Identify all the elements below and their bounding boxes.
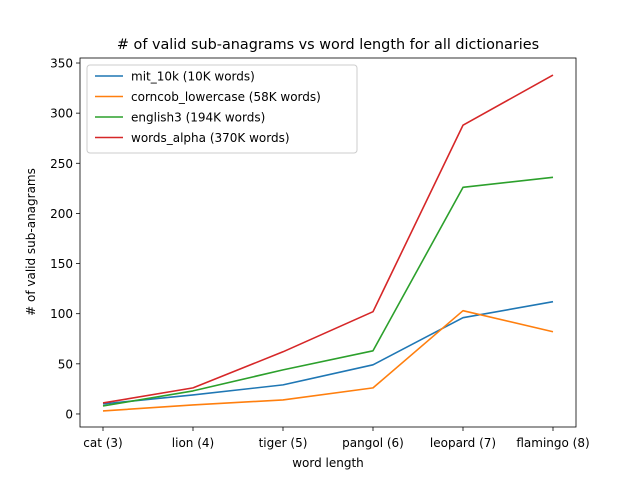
chart-title: # of valid sub-anagrams vs word length f…	[117, 37, 539, 53]
series-line-2	[102, 176, 554, 407]
y-tick-label: 250	[50, 157, 73, 171]
x-tick-label: pangol (6)	[342, 436, 404, 450]
y-tick-label: 0	[65, 407, 73, 421]
legend: mit_10k (10K words) corncob_lowercase (58…	[86, 64, 358, 154]
legend-entry: english3 (194K words)	[131, 111, 265, 125]
y-axis-ticks: 0 50 100 150 200 250 300 350	[50, 57, 80, 421]
x-tick-label: lion (4)	[172, 436, 214, 450]
legend-box	[86, 64, 358, 154]
x-tick-label: leopard (7)	[430, 436, 496, 450]
y-axis-label: # of valid sub-anagrams	[24, 168, 38, 316]
plot-frame	[79, 57, 577, 428]
y-tick-label: 150	[50, 257, 73, 271]
x-tick-label: flamingo (8)	[516, 436, 589, 450]
x-axis-label: word length	[292, 456, 364, 470]
series-line-1	[102, 309, 554, 412]
y-tick-label: 300	[50, 107, 73, 121]
series-line-0	[102, 300, 554, 405]
x-tick-label: tiger (5)	[259, 436, 308, 450]
legend-entry: words_alpha (370K words)	[131, 131, 290, 145]
legend-entry: corncob_lowercase (58K words)	[131, 90, 321, 104]
legend-entry: mit_10k (10K words)	[131, 70, 255, 84]
x-axis-ticks: cat (3) lion (4) tiger (5) pangol (6) leopar…	[83, 427, 590, 450]
y-tick-label: 100	[50, 307, 73, 321]
y-tick-label: 350	[50, 57, 73, 71]
series-line-3	[102, 74, 554, 404]
series-lines	[102, 74, 554, 412]
y-tick-label: 200	[50, 207, 73, 221]
x-tick-label: cat (3)	[83, 436, 122, 450]
y-tick-label: 50	[58, 357, 73, 371]
